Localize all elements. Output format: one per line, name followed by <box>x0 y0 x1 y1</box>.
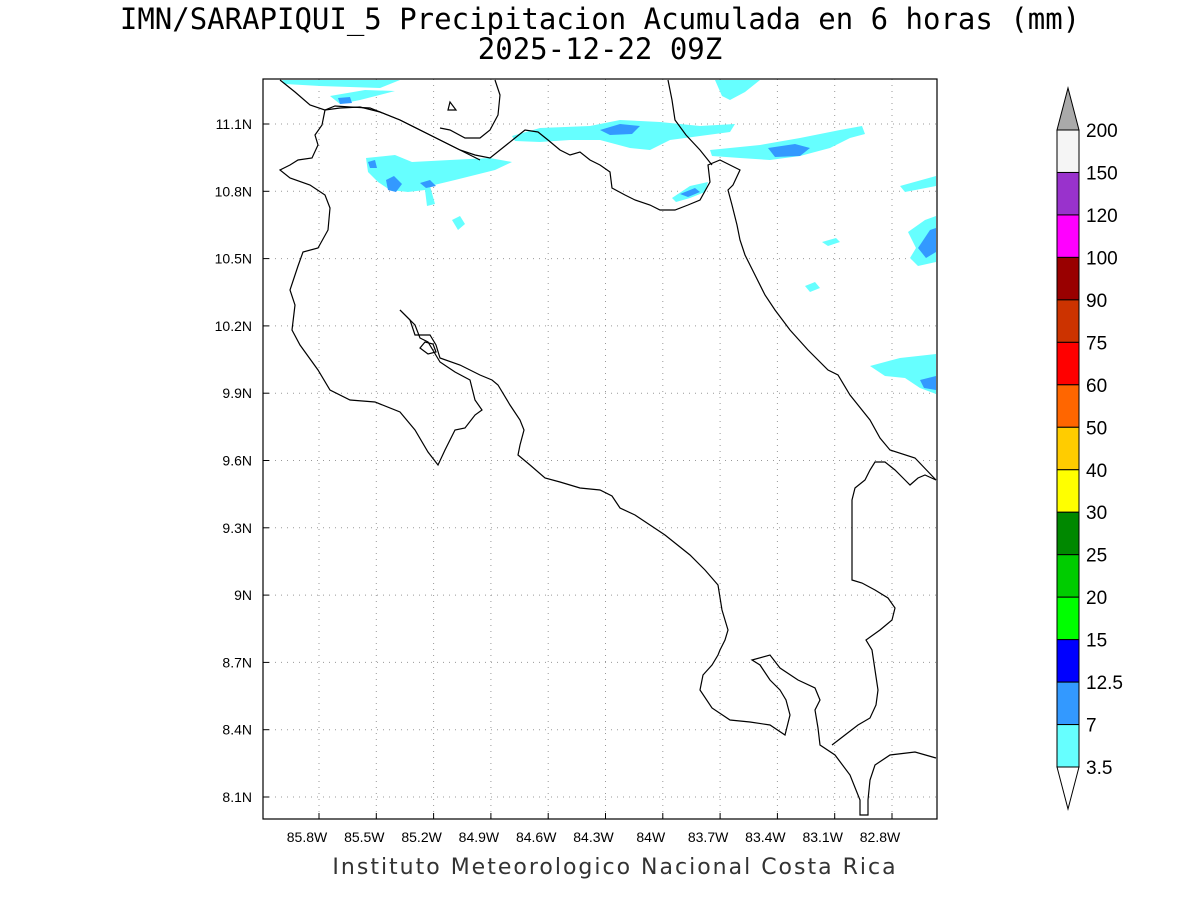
colorbar-swatch <box>1056 426 1080 471</box>
colorbar-swatch <box>1056 171 1080 216</box>
island <box>419 341 437 355</box>
lat-tick-label: 8.4N <box>222 722 252 738</box>
lat-tick-label: 11.1N <box>216 116 252 132</box>
precip-patch <box>715 80 760 100</box>
colorbar-label: 60 <box>1086 376 1107 397</box>
colorbar-label: 12.5 <box>1086 673 1123 694</box>
precip-patch <box>920 376 936 390</box>
coastline <box>831 461 937 746</box>
colorbar-swatch <box>1056 256 1080 301</box>
precip-patch <box>600 124 640 135</box>
colorbar-label: 25 <box>1086 546 1107 567</box>
lon-tick-label: 85.8W <box>287 829 328 845</box>
colorbar-label: 20 <box>1086 588 1107 609</box>
colorbar-swatch <box>1056 596 1080 641</box>
precip-patch <box>386 176 402 192</box>
lon-tick-label: 84.3W <box>573 829 614 845</box>
precip-patch <box>710 126 865 160</box>
map-timestamp: 2025-12-22 09Z <box>477 32 723 66</box>
colorbar-max-arrow <box>1056 86 1080 131</box>
colorbar-label: 50 <box>1086 418 1107 439</box>
precip-patch <box>918 228 936 258</box>
lon-tick-label: 84W <box>636 829 666 845</box>
lat-tick-label: 8.7N <box>222 654 252 670</box>
colorbar-label: 150 <box>1086 163 1118 184</box>
colorbar-label: 90 <box>1086 291 1107 312</box>
colorbar-swatch <box>1056 724 1080 768</box>
colorbar-swatch <box>1056 214 1080 258</box>
longitude-tick-labels: 85.8W 85.5W 85.2W 84.9W 84.6W 84.3W 84W 83.7W 83… <box>287 829 901 845</box>
lat-tick-label: 10.5N <box>215 251 252 267</box>
coastline <box>399 309 937 816</box>
colorbar-min-arrow <box>1056 766 1080 811</box>
lat-tick-label: 10.2N <box>215 318 252 334</box>
colorbar-swatch <box>1056 384 1080 428</box>
lat-tick-label: 9.9N <box>222 385 252 401</box>
colorbar-label: 120 <box>1086 206 1118 227</box>
precip-patch <box>366 155 512 206</box>
coastline <box>278 79 483 467</box>
border <box>667 79 713 166</box>
colorbar-label: 40 <box>1086 461 1107 482</box>
precip-patch <box>452 216 465 230</box>
lat-tick-label: 8.1N <box>222 789 252 805</box>
lon-tick-label: 85.5W <box>344 829 385 845</box>
precip-patch <box>680 188 700 197</box>
colorbar-label: 200 <box>1086 121 1118 142</box>
precip-patch <box>420 180 436 188</box>
lon-tick-label: 84.6W <box>516 829 557 845</box>
lon-tick-label: 83.7W <box>688 829 729 845</box>
precip-patch <box>900 176 936 192</box>
lon-tick-label: 83.1W <box>802 829 843 845</box>
map-title: IMN/SARAPIQUI_5 Precipitacion Acumulada … <box>119 2 1081 36</box>
colorbar-swatch <box>1056 554 1080 598</box>
colorbar-swatches <box>1056 129 1080 768</box>
coastline-layer <box>278 79 937 816</box>
precip-patch <box>282 80 400 88</box>
colorbar-swatch <box>1056 469 1080 513</box>
colorbar: 200 150 120 100 90 75 60 50 40 30 25 20 15 12.5 7 3.5 <box>1056 86 1123 811</box>
lat-tick-label: 9.6N <box>222 453 252 469</box>
precip-patch <box>805 282 820 292</box>
precip-patch <box>870 354 936 394</box>
lat-tick-label: 10.8N <box>215 183 252 199</box>
border <box>439 79 501 139</box>
precip-patch <box>512 120 735 150</box>
colorbar-label: 30 <box>1086 503 1107 524</box>
lon-tick-label: 82.8W <box>860 829 901 845</box>
colorbar-label: 100 <box>1086 248 1118 269</box>
border <box>324 105 481 161</box>
precip-patch <box>368 160 377 168</box>
lon-tick-label: 83.4W <box>745 829 786 845</box>
footer-credit: Instituto Meteorologico Nacional Costa R… <box>332 855 898 880</box>
latitude-tick-labels: 11.1N 10.8N 10.5N 10.2N 9.9N 9.6N 9.3N 9N 8.7N 8.… <box>215 116 252 805</box>
coastline <box>324 106 937 481</box>
island <box>447 100 458 111</box>
precip-patch <box>338 97 352 104</box>
precip-patch <box>768 144 810 157</box>
colorbar-label: 15 <box>1086 631 1107 652</box>
lat-tick-label: 9N <box>234 587 252 603</box>
colorbar-swatch <box>1056 299 1080 343</box>
grid-lines <box>263 79 937 819</box>
lon-tick-label: 84.9W <box>459 829 500 845</box>
precipitation-layer <box>282 80 936 394</box>
lon-tick-label: 85.2W <box>401 829 442 845</box>
lat-tick-label: 9.3N <box>222 520 252 536</box>
colorbar-swatch <box>1056 681 1080 726</box>
colorbar-label: 3.5 <box>1086 758 1112 779</box>
precip-patch <box>822 238 840 246</box>
colorbar-swatch <box>1056 129 1080 173</box>
colorbar-swatch <box>1056 511 1080 556</box>
colorbar-label: 75 <box>1086 333 1107 354</box>
colorbar-swatch <box>1056 639 1080 683</box>
colorbar-swatch <box>1056 341 1080 386</box>
colorbar-label: 7 <box>1086 716 1097 737</box>
map-frame <box>262 78 938 820</box>
colorbar-labels: 200 150 120 100 90 75 60 50 40 30 25 20 15 12.5 7 3.5 <box>1086 121 1123 779</box>
